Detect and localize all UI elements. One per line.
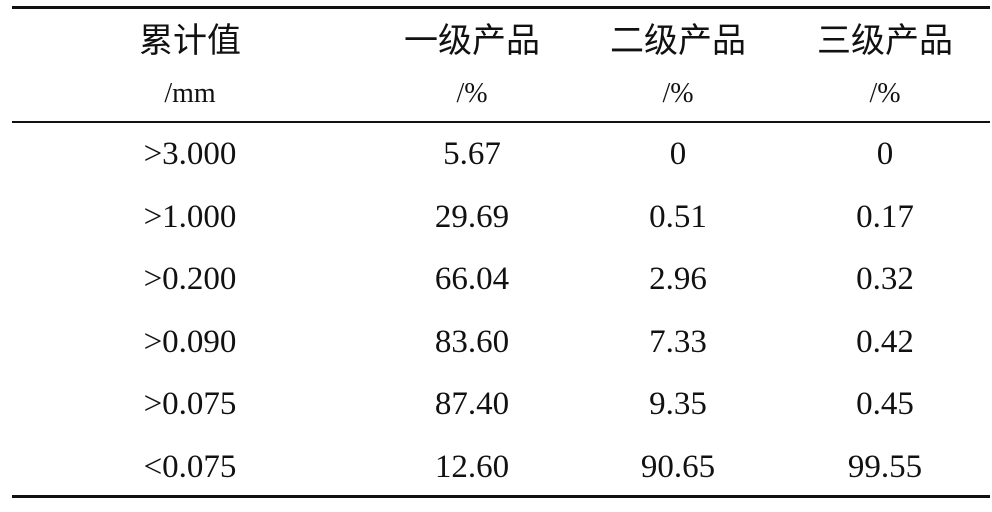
table-cell: 7.33: [649, 323, 707, 360]
table-cell: <0.075: [143, 449, 237, 485]
table-cell: 0.51: [649, 198, 707, 235]
table-cell: 0.42: [856, 323, 914, 360]
table-cell: >0.200: [143, 261, 237, 298]
table-cell: 0.45: [856, 386, 914, 423]
table-cell: 87.40: [434, 386, 510, 423]
table-cell: 83.60: [434, 323, 510, 360]
header-name: 三级产品: [817, 23, 953, 60]
top-rule: [12, 6, 990, 9]
header-rule: [12, 121, 990, 123]
table-cell: 0.32: [856, 261, 914, 298]
table-cell: 66.04: [434, 261, 510, 298]
header-name: 累计值: [139, 23, 241, 60]
table-cell: 9.35: [649, 386, 707, 423]
table-cell: 29.69: [434, 198, 510, 235]
bottom-rule: [12, 495, 990, 498]
table-cell: >0.075: [143, 386, 237, 423]
table-cell: >1.000: [143, 198, 237, 235]
table-cell: 2.96: [649, 261, 707, 298]
header-name: 二级产品: [610, 23, 746, 60]
table-cell: 99.55: [847, 449, 923, 485]
header-unit: /mm: [164, 78, 216, 109]
table-cell: >0.090: [143, 323, 237, 360]
header-unit: /%: [456, 78, 488, 109]
table-cell: >3.000: [143, 136, 237, 172]
table-cell: 12.60: [434, 449, 510, 485]
table-cell: 5.67: [443, 136, 501, 172]
header-unit: /%: [662, 78, 694, 109]
table-cell: 90.65: [640, 449, 716, 485]
table-cell: 0: [876, 136, 894, 172]
header-name: 一级产品: [404, 23, 540, 60]
header-unit: /%: [869, 78, 901, 109]
table-cell: 0.17: [856, 198, 914, 235]
table-cell: 0: [669, 136, 687, 172]
